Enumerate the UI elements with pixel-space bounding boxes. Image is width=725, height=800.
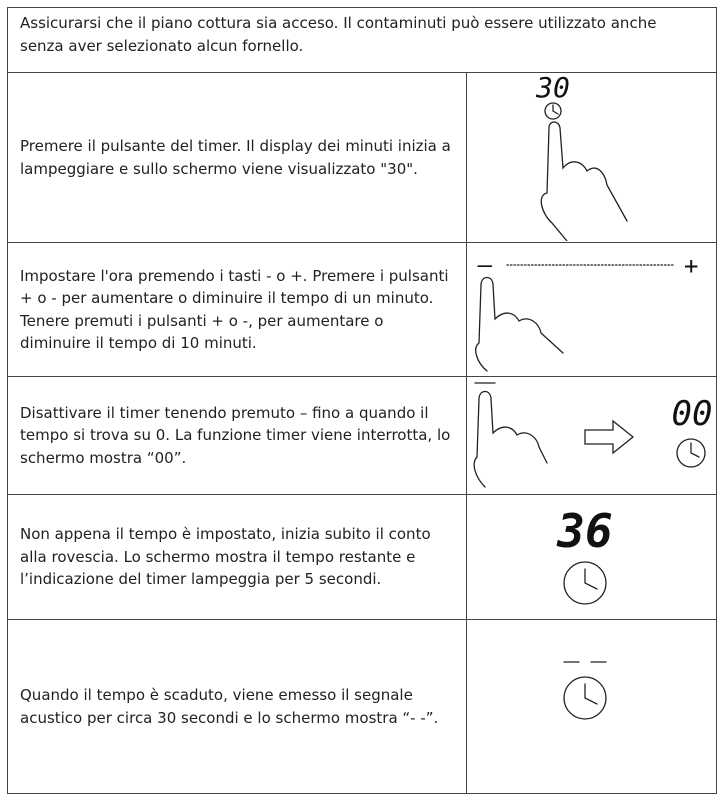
step-illustration: – + [467, 243, 716, 376]
step-illustration: 36 [467, 495, 716, 619]
step-text: Non appena il tempo è impostato, inizia … [8, 495, 467, 619]
step-row: Non appena il tempo è impostato, inizia … [8, 494, 716, 619]
plus-key: + [684, 252, 698, 280]
step-row: Premere il pulsante del timer. Il displa… [8, 72, 716, 242]
step-text: Disattivare il timer tenendo premuto – f… [8, 377, 467, 494]
minus-key: – [477, 251, 493, 279]
illustration: – + [475, 251, 698, 372]
step-text: Quando il tempo è scaduto, viene emesso … [8, 620, 467, 793]
intro-text: Assicurarsi che il piano cottura sia acc… [20, 14, 657, 55]
step-illustration: 00 [467, 377, 716, 494]
illustration: 00 [473, 382, 713, 488]
step-row: Impostare l'ora premendo i tasti - o +. … [8, 242, 716, 376]
illustration: 36 [556, 504, 613, 605]
instruction-table: Assicurarsi che il piano cottura sia acc… [7, 7, 717, 794]
step-row: Quando il tempo è scaduto, viene emesso … [8, 619, 716, 793]
illustration [563, 661, 607, 720]
step-illustration: 30 [467, 73, 716, 242]
step-text: Impostare l'ora premendo i tasti - o +. … [8, 243, 467, 376]
display-digits: 00 [672, 394, 713, 434]
display-digits: 30 [535, 73, 570, 104]
illustration: 30 [535, 73, 628, 241]
step-text: Premere il pulsante del timer. Il displa… [8, 73, 467, 242]
step-illustration [467, 620, 716, 793]
step-row: Disattivare il timer tenendo premuto – f… [8, 376, 716, 494]
display-digits: 36 [556, 504, 612, 558]
